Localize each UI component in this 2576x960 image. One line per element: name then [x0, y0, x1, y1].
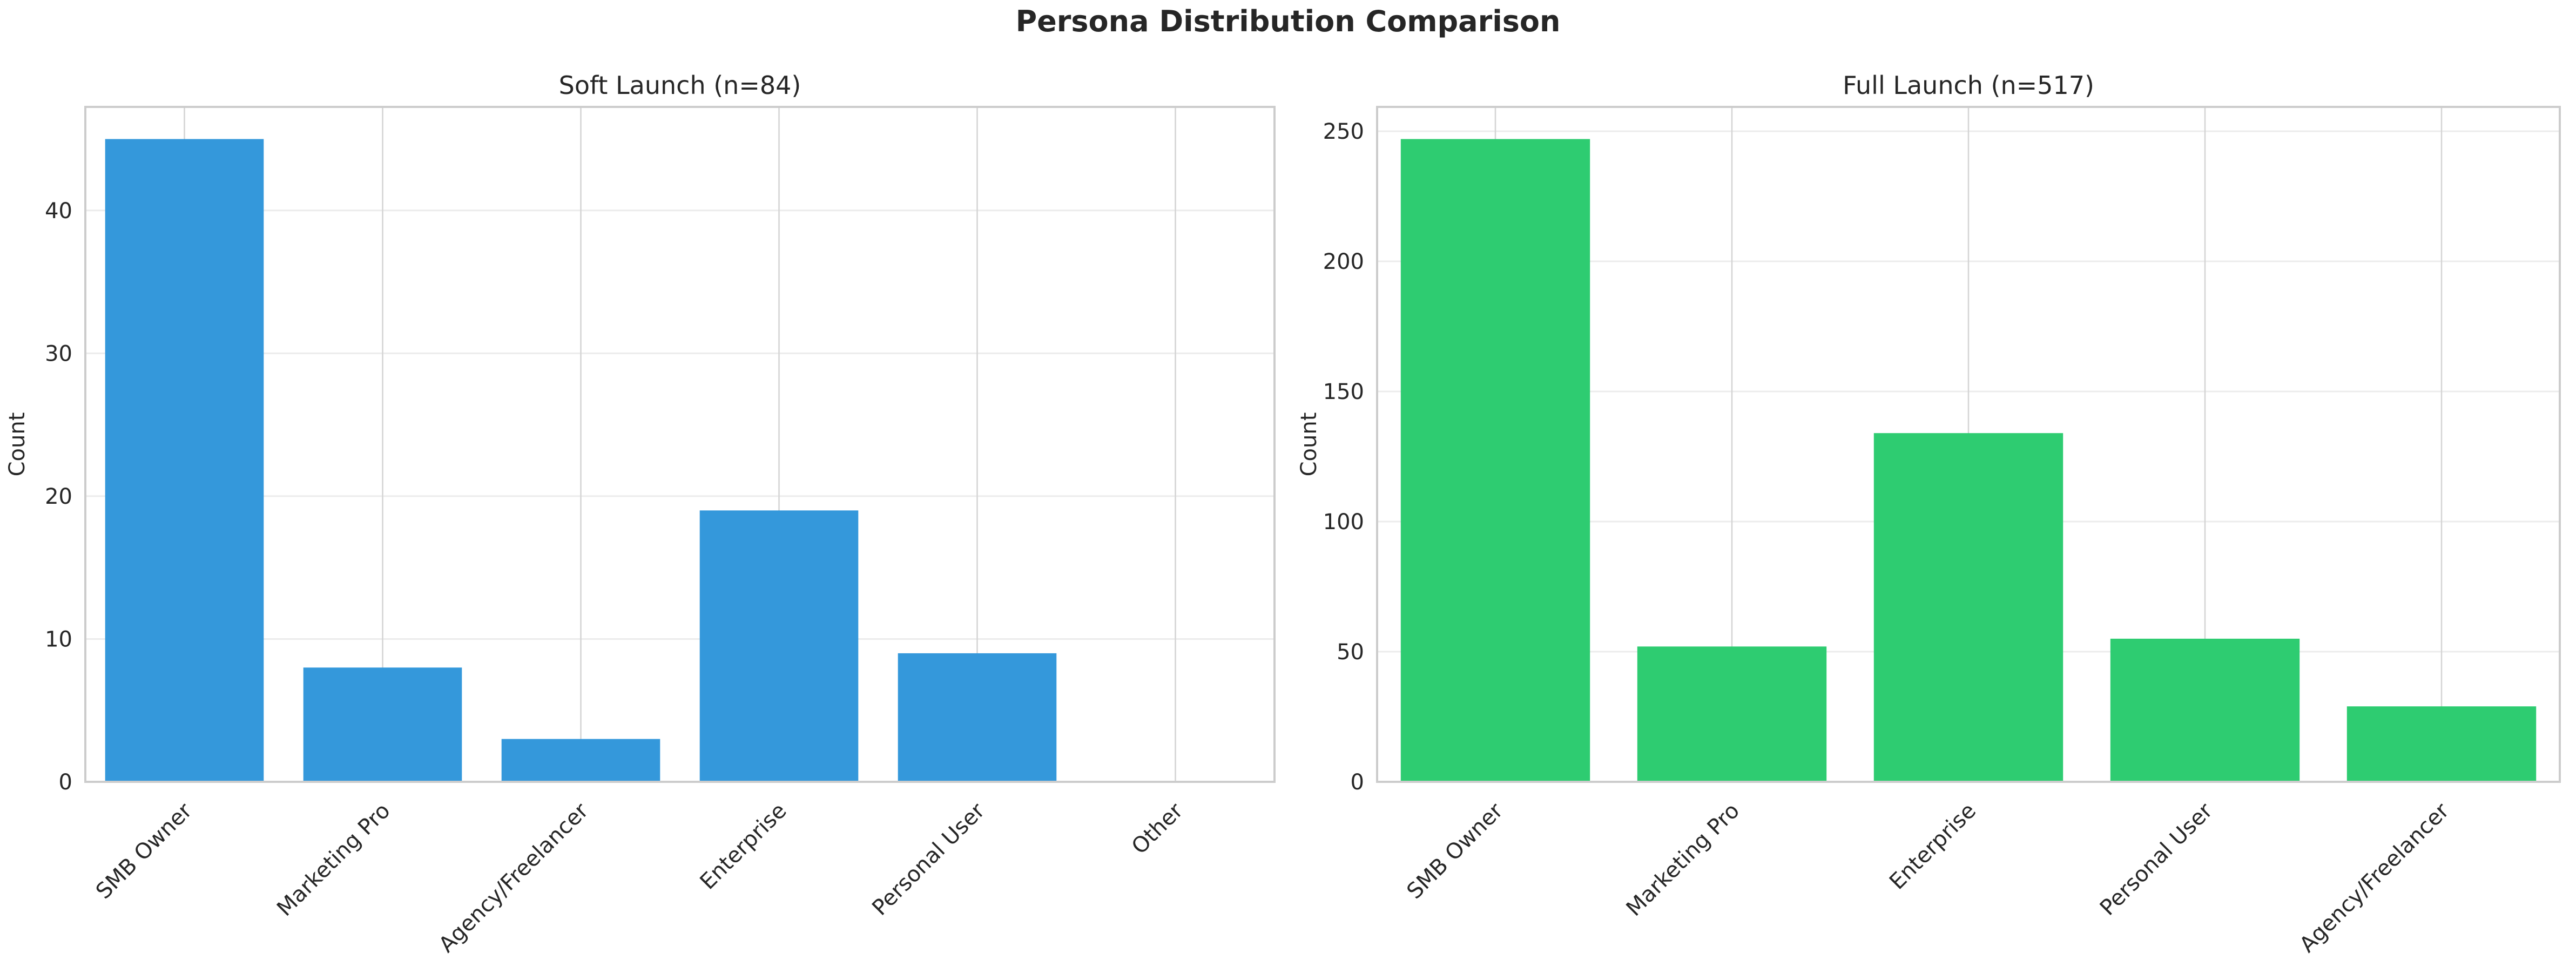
y-tick-label: 100: [1323, 510, 1364, 535]
x-tick-label: Marketing Pro: [272, 799, 395, 921]
x-tick-label: Other: [1127, 798, 1188, 859]
bar-enterprise: [1873, 433, 2064, 782]
bar-personal-user: [2110, 638, 2300, 782]
subplot-title: Full Launch (n=517): [1843, 71, 2094, 100]
bar-marketing-pro: [1637, 646, 1827, 782]
x-tick-label: Enterprise: [696, 799, 792, 895]
bar-marketing-pro: [303, 667, 462, 782]
y-tick-label: 150: [1323, 380, 1364, 404]
plot-border: [1376, 106, 2561, 783]
y-tick-label: 30: [45, 341, 72, 366]
y-tick-label: 250: [1323, 119, 1364, 144]
bar-agency-freelancer: [2346, 706, 2537, 782]
x-tick-label: Personal User: [867, 798, 990, 921]
y-tick-label: 40: [45, 199, 72, 224]
x-tick-label: Enterprise: [1885, 799, 1981, 895]
bar-enterprise: [699, 510, 859, 782]
y-tick-label: 10: [45, 627, 72, 652]
y-tick-label: 0: [59, 770, 72, 795]
y-tick-label: 200: [1323, 249, 1364, 274]
y-tick-label: 20: [45, 484, 72, 509]
x-tick-label: SMB Owner: [1402, 798, 1508, 904]
x-tick-label: Marketing Pro: [1622, 799, 1744, 921]
x-tick-label: SMB Owner: [91, 798, 197, 904]
figure-title: Persona Distribution Comparison: [1016, 4, 1561, 38]
y-tick-label: 0: [1351, 770, 1364, 795]
x-tick-label: Personal User: [2095, 798, 2218, 921]
y-axis-label: Count: [1297, 413, 1321, 477]
bar-smb-owner: [1400, 139, 1590, 782]
y-axis-label: Count: [5, 413, 30, 477]
y-tick-label: 50: [1337, 640, 1364, 665]
plot-border: [84, 106, 1276, 783]
bar-personal-user: [898, 653, 1057, 782]
x-tick-label: Agency/Freelancer: [434, 798, 594, 957]
bar-agency-freelancer: [501, 739, 660, 782]
bar-smb-owner: [105, 139, 264, 782]
subplot-title: Soft Launch (n=84): [559, 71, 801, 100]
x-tick-label: Agency/Freelancer: [2295, 798, 2454, 957]
